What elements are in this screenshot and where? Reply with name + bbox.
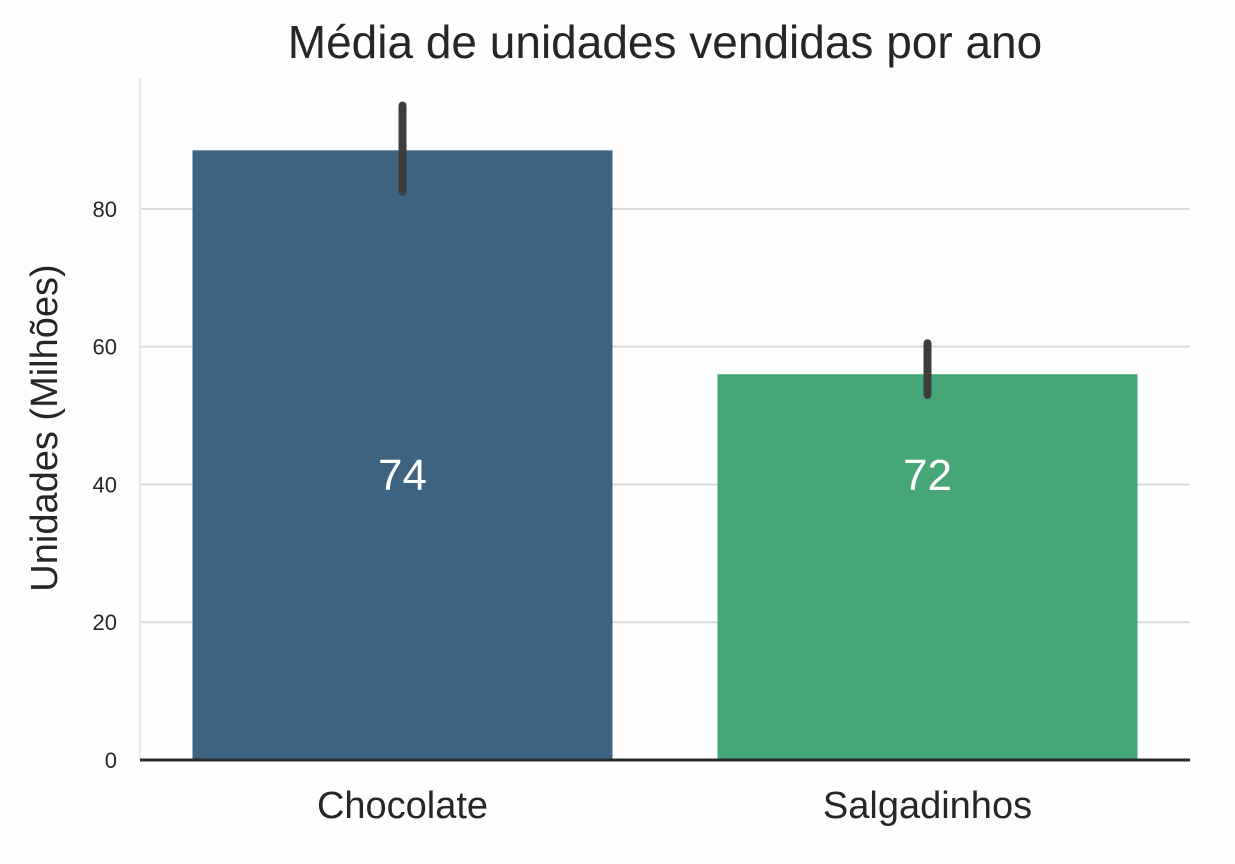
y-tick-label: 0 [105,748,117,773]
bar [717,374,1138,760]
x-tick-label: Salgadinhos [823,785,1032,827]
y-tick-label: 60 [93,335,117,360]
chart-title: Média de unidades vendidas por ano [288,16,1042,68]
bar-layer [192,150,1138,761]
axis-layer: 0 20 40 60 80 Chocolate Salgadinhos [93,78,1190,827]
y-tick-label: 40 [93,472,117,497]
bar-value-label: 72 [903,451,952,500]
error-bar-layer [398,101,932,399]
label-layer: 74 72 [378,451,952,500]
y-tick-label: 20 [93,610,117,635]
y-tick-label: 80 [93,197,117,222]
y-axis-label: Unidades (Milhões) [24,264,66,591]
bar [192,150,613,761]
x-tick-label: Chocolate [317,785,488,827]
bar-value-label: 74 [378,451,427,500]
